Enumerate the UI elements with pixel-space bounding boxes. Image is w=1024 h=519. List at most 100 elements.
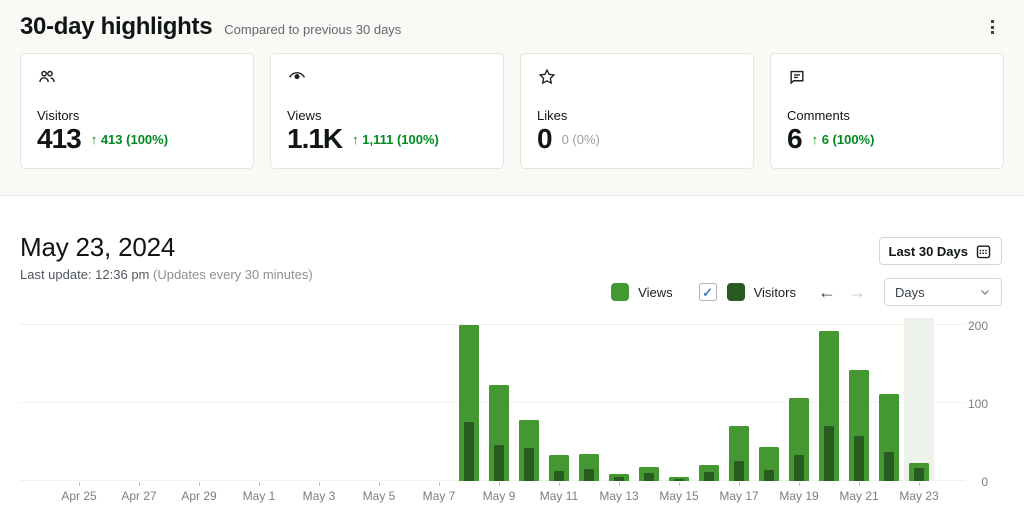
- visitors-bar[interactable]: [914, 468, 924, 481]
- x-axis-label: May 17: [719, 489, 759, 503]
- chart-controls: Views ✓ Visitors ← → Days: [611, 278, 1002, 306]
- x-axis-tick: [559, 482, 560, 486]
- x-axis-tick: [439, 482, 440, 486]
- visitors-card[interactable]: Visitors 413 ↑ 413 (100%): [20, 53, 254, 169]
- visitors-bar[interactable]: [464, 422, 474, 481]
- comparison-note: Compared to previous 30 days: [224, 22, 402, 37]
- date-range-label: Last 30 Days: [888, 243, 969, 259]
- x-axis-tick: [919, 482, 920, 486]
- visitors-bar[interactable]: [734, 461, 744, 481]
- x-axis-label: Apr 27: [121, 489, 157, 503]
- metric-label: Comments: [787, 108, 850, 123]
- metric-value: 0: [537, 123, 553, 154]
- metric-delta: ↑ 6 (100%): [811, 131, 875, 147]
- likes-card[interactable]: Likes 0 0 (0%): [520, 53, 754, 169]
- visitors-bar[interactable]: [824, 426, 834, 481]
- chart-section: May 23, 2024 Last update: 12:36 pm (Upda…: [0, 196, 1024, 518]
- prev-period-arrow-icon[interactable]: ←: [818, 281, 836, 302]
- visitors-bar[interactable]: [884, 452, 894, 481]
- visitors-bar[interactable]: [584, 469, 594, 481]
- metric-delta: ↑ 413 (100%): [90, 131, 169, 147]
- unit-dropdown-value: Days: [895, 284, 925, 300]
- metric-value: 6: [787, 123, 803, 154]
- x-axis-label: May 19: [779, 489, 819, 503]
- x-axis-label: May 21: [839, 489, 879, 503]
- x-axis-label: May 5: [362, 489, 396, 503]
- x-axis-tick: [139, 482, 140, 486]
- chart-date-title: May 23, 2024: [20, 232, 176, 262]
- x-axis-tick: [259, 482, 260, 486]
- metric-label: Likes: [537, 108, 568, 123]
- eye-icon: [288, 71, 306, 80]
- next-period-arrow-icon[interactable]: →: [848, 281, 866, 302]
- visitors-bar[interactable]: [554, 471, 564, 481]
- x-axis-tick: [619, 482, 620, 486]
- highlights-section: 30-day highlights Compared to previous 3…: [0, 0, 1024, 196]
- x-axis-tick: [319, 482, 320, 486]
- chart-x-axis: Apr 25 Apr 27 Apr 29 May 1 May 3 May 5 May 7 Ma…: [20, 481, 965, 505]
- y-axis-label: 200: [967, 319, 988, 333]
- date-range-button[interactable]: Last 30 Days: [878, 237, 1002, 265]
- x-axis-tick: [379, 482, 380, 486]
- chart-plot: [20, 318, 965, 481]
- x-axis-tick: [499, 482, 500, 486]
- highlights-header: 30-day highlights Compared to previous 3…: [20, 0, 1004, 41]
- x-axis-label: May 23: [899, 489, 939, 503]
- x-axis-tick: [859, 482, 860, 486]
- x-axis-tick: [679, 482, 680, 486]
- chart-y-axis: 0 100 200: [958, 318, 988, 489]
- x-axis-label: May 7: [422, 489, 456, 503]
- visitors-bar[interactable]: [644, 473, 654, 481]
- metric-value: 1.1K: [287, 123, 343, 154]
- x-axis-tick: [79, 482, 80, 486]
- x-axis-label: May 3: [302, 489, 336, 503]
- y-axis-label: 100: [967, 397, 988, 411]
- x-axis-tick: [739, 482, 740, 486]
- visitors-bar[interactable]: [794, 455, 804, 481]
- x-axis-label: May 1: [242, 489, 276, 503]
- x-axis-label: Apr 29: [181, 489, 217, 503]
- views-swatch: [611, 283, 630, 301]
- chart-gridline: [20, 324, 965, 325]
- last-update-text: Last update: 12:36 pm: [20, 267, 150, 282]
- visitors-bar[interactable]: [764, 470, 774, 481]
- visitors-bar[interactable]: [494, 445, 504, 481]
- x-axis-label: May 11: [539, 489, 579, 503]
- visitors-swatch: [726, 283, 745, 301]
- visitors-checkbox[interactable]: ✓: [698, 283, 717, 301]
- legend-views: Views: [611, 283, 673, 301]
- comments-card[interactable]: Comments 6 ↑ 6 (100%): [770, 53, 1004, 169]
- metric-label: Visitors: [37, 108, 80, 123]
- visitors-legend-label: Visitors: [753, 284, 796, 300]
- y-axis-label: 0: [981, 475, 988, 489]
- metric-label: Views: [287, 108, 322, 123]
- update-frequency-note: (Updates every 30 minutes): [153, 267, 313, 282]
- metric-cards: Visitors 413 ↑ 413 (100%) Views 1.1K ↑ 1…: [20, 53, 1004, 169]
- metric-delta: 0 (0%): [561, 131, 600, 147]
- chart-nav: ← →: [818, 282, 866, 303]
- visitors-bar[interactable]: [704, 472, 714, 481]
- x-axis-label: May 15: [659, 489, 699, 503]
- visitors-bar[interactable]: [524, 448, 534, 481]
- chart-header: May 23, 2024 Last update: 12:36 pm (Upda…: [20, 232, 313, 282]
- legend-visitors: ✓ Visitors: [698, 283, 796, 301]
- x-axis-label: May 13: [599, 489, 639, 503]
- people-icon: [39, 70, 55, 83]
- metric-value: 413: [37, 123, 82, 154]
- visitors-bar[interactable]: [854, 436, 864, 481]
- views-card[interactable]: Views 1.1K ↑ 1,111 (100%): [270, 53, 504, 169]
- x-axis-label: May 9: [482, 489, 516, 503]
- metric-delta: ↑ 1,111 (100%): [352, 131, 439, 147]
- x-axis-tick: [799, 482, 800, 486]
- check-icon: ✓: [702, 284, 714, 300]
- unit-dropdown[interactable]: Days: [884, 278, 1002, 306]
- star-icon: [538, 68, 556, 85]
- comment-icon: [790, 70, 804, 85]
- visitors-bar[interactable]: [674, 479, 684, 481]
- current-day-highlight: [904, 318, 934, 481]
- kebab-menu-icon[interactable]: [987, 16, 998, 38]
- chevron-down-icon: [981, 290, 989, 295]
- x-axis-tick: [199, 482, 200, 486]
- visitors-bar[interactable]: [614, 477, 624, 481]
- views-legend-label: Views: [638, 284, 673, 300]
